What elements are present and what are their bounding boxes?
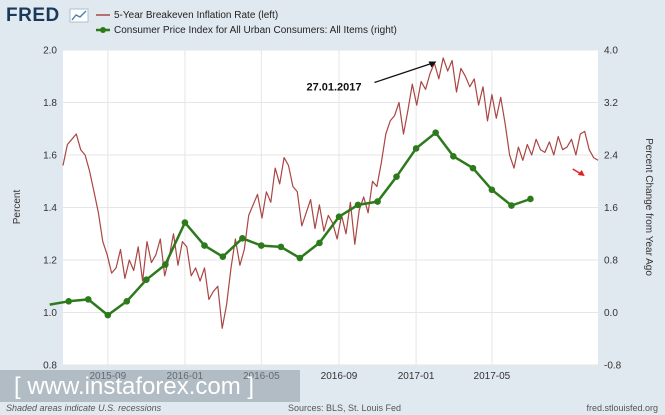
series-cpi [49, 129, 534, 319]
annotation-date-label: 27.01.2017 [306, 82, 361, 94]
cpi-point [316, 239, 323, 247]
cpi-point [65, 298, 72, 305]
left-tick-label: 1.6 [43, 151, 57, 162]
right-tick-label: -0.8 [604, 361, 622, 372]
cpi-point [84, 296, 92, 303]
cpi-point [354, 201, 362, 209]
cpi-point [239, 235, 246, 242]
cpi-point [527, 195, 534, 203]
right-tick-label: 0.8 [604, 256, 618, 267]
cpi-point [143, 276, 150, 283]
cpi-line [49, 131, 531, 317]
legend-label-breakeven: 5-Year Breakeven Inflation Rate (left) [114, 10, 278, 21]
sources: Sources: BLS, St. Louis Fed [288, 403, 401, 413]
footer: Shaded areas indicate U.S. recessions So… [6, 403, 658, 413]
right-axis-title: Percent Change from Year Ago [643, 138, 654, 276]
cpi-point [277, 243, 285, 251]
cpi-point [508, 202, 515, 209]
cpi-point [201, 242, 208, 249]
cpi-point [296, 254, 304, 262]
right-tick-label: 0.0 [604, 308, 618, 319]
x-tick-label: 2017-01 [398, 371, 435, 382]
watermark-band [0, 370, 300, 402]
legend-label-cpi: Consumer Price Index for All Urban Consu… [114, 25, 397, 36]
right-tick-label: 3.2 [604, 98, 618, 109]
left-tick-label: 0.8 [43, 361, 57, 372]
site-link[interactable]: fred.stlouisfed.org [586, 403, 658, 413]
right-tick-label: 2.4 [604, 151, 618, 162]
recession-note: Shaded areas indicate U.S. recessions [6, 403, 162, 413]
legend-entry-cpi[interactable]: Consumer Price Index for All Urban Consu… [96, 25, 397, 36]
annotation-arrow-line [374, 61, 435, 84]
cpi-point [393, 173, 400, 180]
header: FRED 5-Year Breakeven Inflation Rate (le… [6, 5, 397, 36]
cpi-point [219, 253, 227, 261]
cpi-point [335, 213, 343, 220]
left-tick-label: 2.0 [43, 46, 57, 57]
right-axis-ticks: -0.8 0.0 0.8 1.6 2.4 3.2 4.0 [604, 46, 622, 372]
legend-entry-breakeven[interactable]: 5-Year Breakeven Inflation Rate (left) [96, 10, 278, 21]
cpi-point [123, 298, 131, 305]
x-tick-label: 2017-05 [474, 371, 511, 382]
legend: 5-Year Breakeven Inflation Rate (left) C… [96, 10, 397, 36]
cpi-point [432, 129, 439, 136]
left-axis-ticks: 0.8 1.0 1.2 1.4 1.6 1.8 2.0 [43, 46, 57, 372]
fred-logo[interactable]: FRED [6, 5, 60, 26]
cpi-point [374, 198, 381, 205]
left-tick-label: 1.0 [43, 308, 57, 319]
cpi-point [104, 311, 112, 319]
watermark-text: [ www.instaforex.com ] [14, 373, 254, 400]
line-chart-icon [69, 8, 89, 23]
right-tick-label: 4.0 [604, 46, 618, 57]
left-tick-label: 1.8 [43, 98, 57, 109]
cpi-point [412, 145, 420, 152]
cpi-point [162, 261, 169, 268]
annotations: 27.01.2017 [306, 61, 585, 176]
watermark: [ www.instaforex.com ] [0, 370, 300, 402]
x-tick-label: 2016-09 [321, 371, 358, 382]
legend-marker-cpi [100, 27, 106, 33]
annotation-arrowhead [428, 61, 437, 68]
red-arrowhead [577, 170, 585, 176]
right-tick-label: 1.6 [604, 203, 618, 214]
cpi-point [469, 164, 477, 172]
breakeven-line [62, 57, 599, 329]
series-breakeven [62, 57, 599, 329]
cpi-point [488, 186, 496, 194]
cpi-point [181, 219, 189, 226]
left-axis-title: Percent [12, 190, 23, 225]
left-tick-label: 1.2 [43, 256, 57, 267]
grid [63, 49, 598, 366]
left-tick-label: 1.4 [43, 203, 57, 214]
cpi-point [450, 153, 457, 160]
cpi-point [258, 242, 265, 249]
